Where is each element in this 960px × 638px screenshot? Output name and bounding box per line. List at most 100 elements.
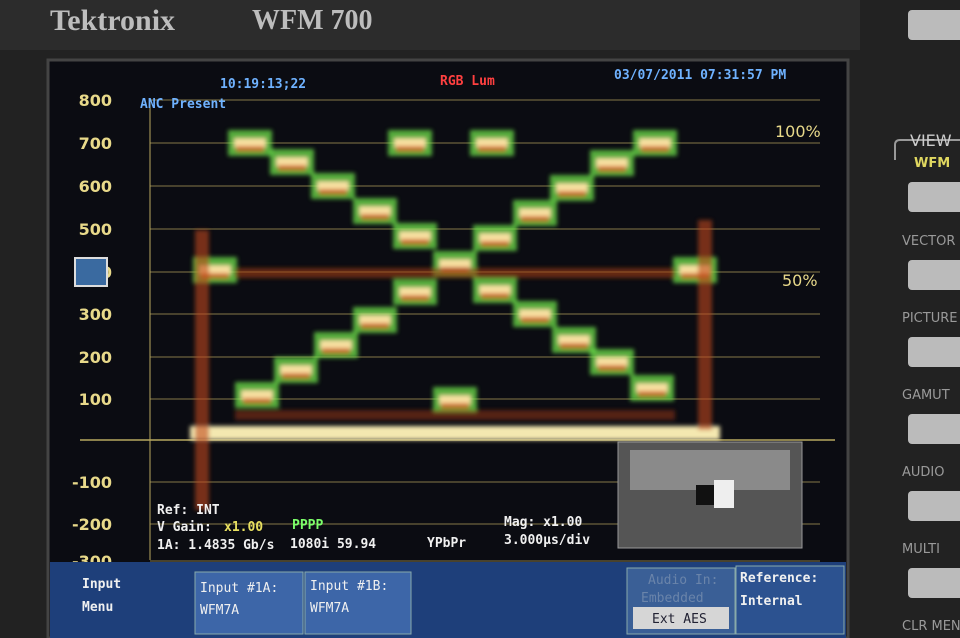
thumb-part — [714, 480, 734, 508]
trace-core — [359, 315, 391, 325]
menu-button[interactable] — [194, 571, 304, 635]
v-gain-value: x1.00 — [224, 520, 263, 535]
trace-core — [439, 259, 471, 269]
trace-core — [476, 138, 508, 148]
trace-core — [479, 233, 511, 243]
thumb-part — [696, 485, 714, 505]
trace-band — [235, 410, 675, 420]
trace-core — [276, 157, 308, 167]
side-button[interactable] — [908, 337, 960, 367]
trace-red — [278, 165, 306, 171]
trace-core — [636, 383, 668, 393]
side-label: PICTURE — [902, 311, 957, 326]
trace-core — [596, 357, 628, 367]
menu-value: Embedded — [641, 591, 704, 606]
trace-red — [282, 373, 310, 379]
side-button[interactable] — [908, 491, 960, 521]
trace-red — [322, 348, 350, 354]
waveform — [190, 130, 720, 510]
timecode: 10:19:13;22 — [220, 77, 306, 92]
scale-label: 200 — [79, 348, 112, 367]
trace-core — [479, 285, 511, 295]
trace-core — [399, 231, 431, 241]
percent-label: 50% — [782, 271, 818, 290]
v-gain: V Gain: — [157, 520, 212, 535]
trace-sync — [195, 230, 209, 510]
trace-red — [681, 273, 709, 279]
format: 1080i 59.94 — [290, 537, 376, 552]
menu-value: Internal — [740, 594, 803, 609]
trace-core — [394, 138, 426, 148]
trace-red — [396, 146, 424, 152]
side-button[interactable] — [908, 414, 960, 444]
side-label: MULTI — [902, 542, 940, 557]
side-label: VECTOR — [902, 234, 955, 249]
scale-label: 500 — [79, 220, 112, 239]
menu-option[interactable] — [633, 607, 729, 629]
trace-core — [399, 287, 431, 297]
menu-value: WFM7A — [310, 601, 349, 616]
scale-label: 800 — [79, 91, 112, 110]
scale-label: 700 — [79, 134, 112, 153]
trace-core — [519, 309, 551, 319]
mag: Mag: x1.00 — [504, 515, 582, 530]
top-panel — [0, 0, 860, 50]
trace-core — [199, 265, 231, 275]
trace-red — [481, 293, 509, 299]
trace-red — [201, 273, 229, 279]
side-button[interactable] — [908, 182, 960, 212]
percent-label: 100% — [775, 122, 821, 141]
scale-label: -200 — [72, 515, 112, 534]
sweep: 3.000µs/div — [504, 533, 590, 548]
side-button[interactable] — [908, 10, 960, 40]
panel-bracket — [894, 139, 960, 160]
trace-core — [280, 365, 312, 375]
menu-label: Input #1A: — [200, 581, 278, 596]
trace-red — [319, 189, 347, 195]
trace-core — [596, 158, 628, 168]
side-active: WFM — [914, 156, 950, 171]
ref: Ref: INT — [157, 503, 220, 518]
trace-core — [519, 208, 551, 218]
scale-label: 300 — [79, 305, 112, 324]
trace-red — [361, 214, 389, 220]
thumb-part — [630, 450, 790, 490]
trace-red — [598, 166, 626, 172]
scale-label: -100 — [72, 473, 112, 492]
trace-core — [241, 390, 273, 400]
menu-label: Input #1B: — [310, 579, 388, 594]
trace-red — [638, 391, 666, 397]
menu-option-text: Ext AES — [652, 612, 707, 627]
brand: Tektronix — [50, 4, 175, 37]
trace-core — [558, 335, 590, 345]
trace-sync — [698, 220, 712, 430]
menu-title[interactable]: Input — [82, 577, 121, 592]
trace-red — [560, 343, 588, 349]
menu-button[interactable] — [735, 565, 845, 635]
menu-button[interactable] — [304, 571, 412, 635]
trace-red — [521, 216, 549, 222]
trace-red — [401, 239, 429, 245]
trace-core — [234, 138, 266, 148]
trace-core — [556, 183, 588, 193]
trace-red — [361, 323, 389, 329]
menu-value: WFM7A — [200, 603, 239, 618]
trace-core — [439, 395, 471, 405]
trace-red — [641, 146, 669, 152]
scale-label: 600 — [79, 177, 112, 196]
side-button[interactable] — [908, 568, 960, 598]
trace-red — [558, 191, 586, 197]
trace-red — [243, 398, 271, 404]
trace-red — [236, 146, 264, 152]
model: WFM 700 — [252, 5, 373, 36]
trace-band — [235, 268, 675, 278]
side-group: VIEW — [910, 131, 952, 150]
menu-title[interactable]: Menu — [82, 600, 113, 615]
trace-red — [401, 295, 429, 301]
trace-core — [359, 206, 391, 216]
pattern: PPPP — [292, 518, 323, 533]
trace-core — [317, 181, 349, 191]
side-button[interactable] — [908, 260, 960, 290]
icon[interactable] — [74, 257, 108, 287]
